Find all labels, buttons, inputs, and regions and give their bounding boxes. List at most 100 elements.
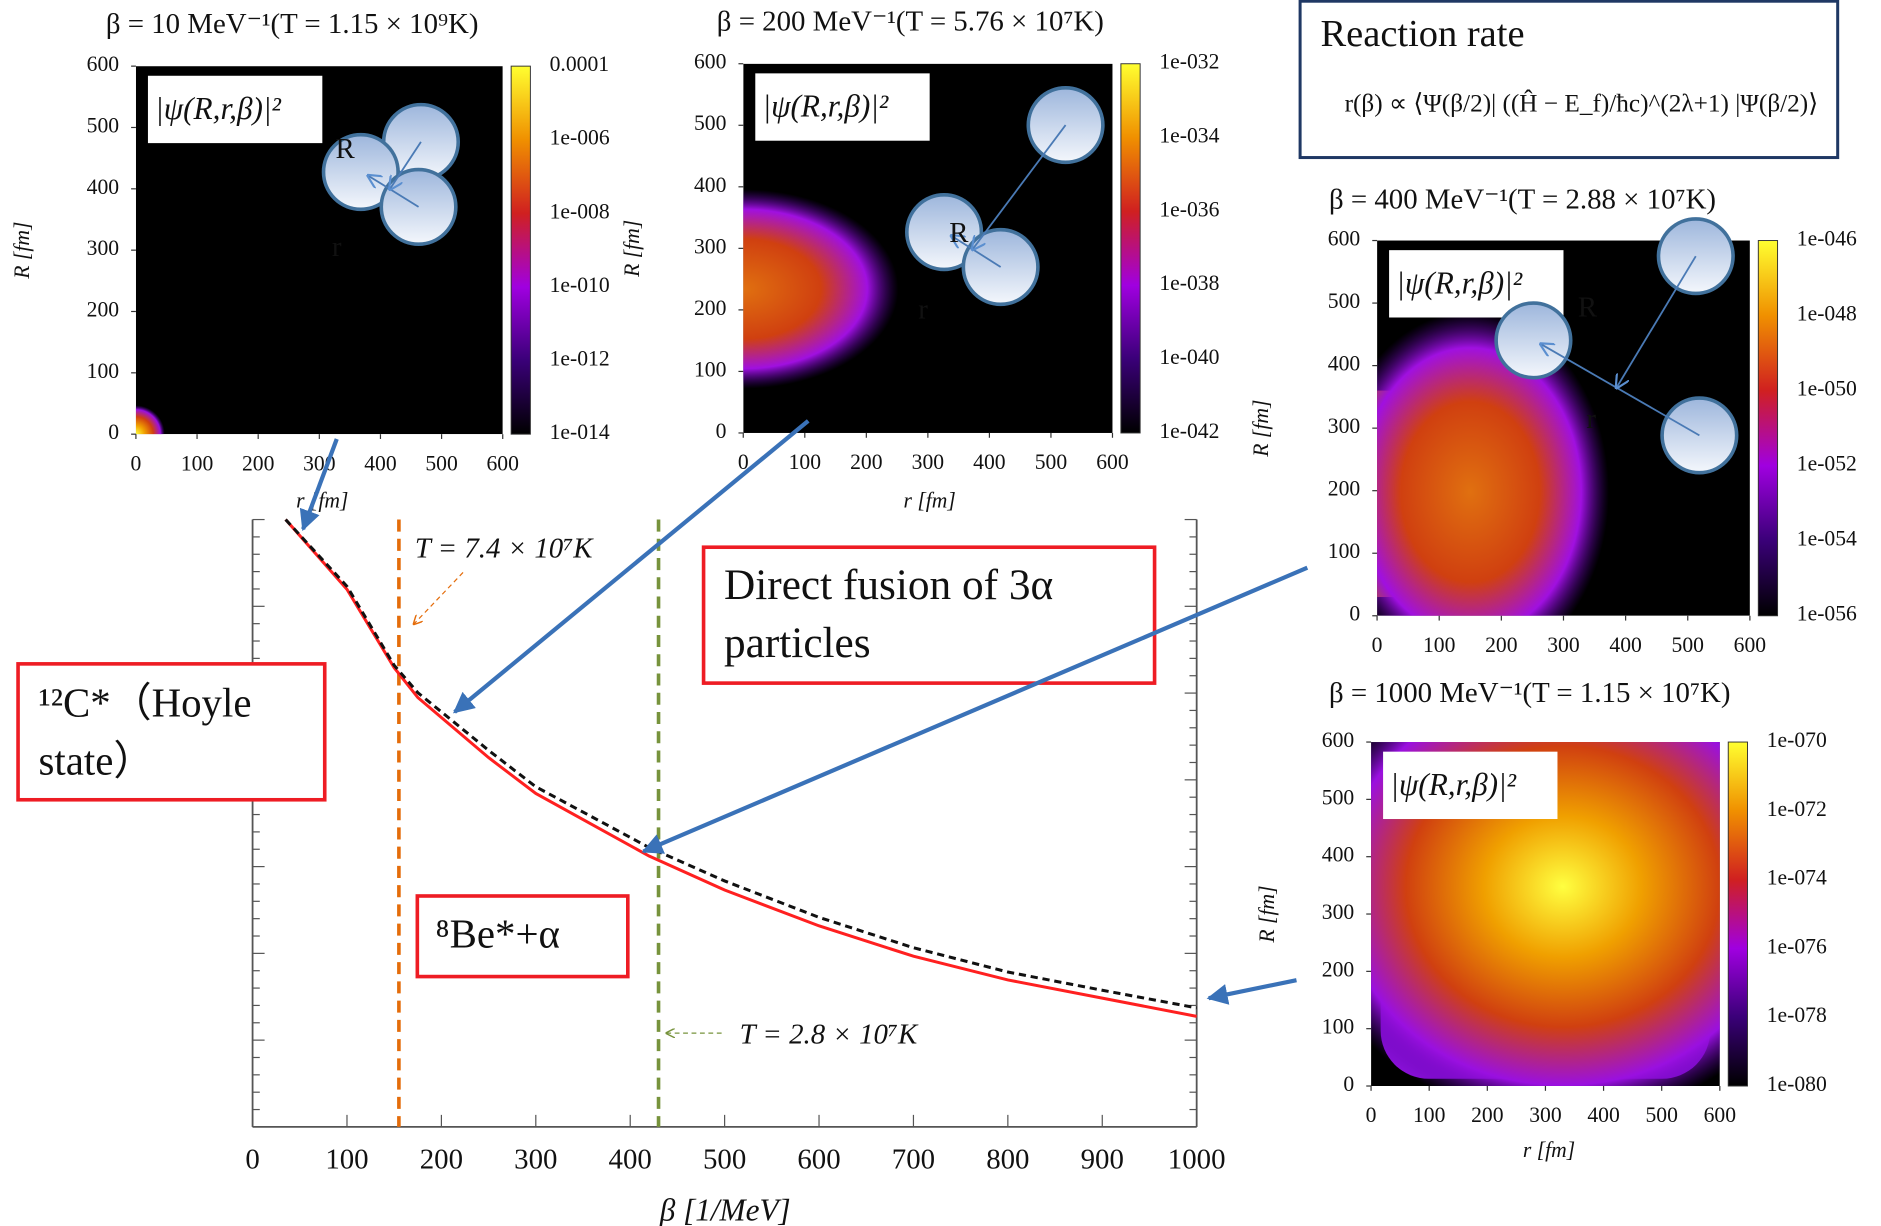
y-tick-label: 300 <box>1328 414 1360 438</box>
panel-title: β = 200 MeV⁻¹(T = 5.76 × 10⁷K) <box>717 6 1104 38</box>
diagram-label: r <box>332 231 342 263</box>
panel-label: |ψ(R,r,β)|² <box>763 89 889 124</box>
x-tick-label: 400 <box>1587 1103 1619 1127</box>
colorbar-label: 1e-012 <box>550 347 610 371</box>
y-tick-label: 300 <box>694 234 726 258</box>
label-box <box>755 73 930 141</box>
connector-arrow <box>299 438 339 532</box>
x-tick-label: 600 <box>1096 450 1128 474</box>
y-axis-label: R [fm] <box>1255 885 1279 943</box>
x-tick-label: 100 <box>181 451 213 475</box>
panel-title: β = 400 MeV⁻¹(T = 2.88 × 10⁷K) <box>1329 184 1716 216</box>
heat-blob <box>135 405 165 435</box>
label-box <box>1383 751 1558 820</box>
reaction-rate-box <box>1298 0 1840 160</box>
y-tick-label: 300 <box>87 236 119 260</box>
R-vector <box>390 141 422 190</box>
annotation-box <box>701 545 1157 685</box>
colorbar <box>1727 741 1748 1087</box>
colorbar <box>1120 63 1141 434</box>
colorbar-label: 1e-072 <box>1767 797 1827 821</box>
curve <box>284 518 1197 1018</box>
x-tick-label: 600 <box>1704 1103 1736 1127</box>
x-tick-label: 300 <box>1529 1103 1561 1127</box>
annotation-box <box>415 894 630 979</box>
alpha-particle <box>321 132 400 212</box>
x-tick-label: 600 <box>1734 633 1766 657</box>
colorbar-label: 1e-010 <box>550 273 610 297</box>
annotation-box <box>16 662 327 802</box>
y-tick-label: 400 <box>1322 843 1354 867</box>
y-tick-label: 100 <box>87 359 119 383</box>
x-axis-label: β [1/MeV] <box>659 1193 791 1226</box>
panel-title: β = 10 MeV⁻¹(T = 1.15 × 10⁹K) <box>106 8 479 40</box>
y-tick-label: 0 <box>1349 602 1360 626</box>
y-axis-label: R [fm] <box>10 222 34 280</box>
annotation-text: state） <box>38 738 154 783</box>
x-tick-label: 700 <box>892 1143 935 1175</box>
diagram-label: r <box>918 294 928 326</box>
x-tick-label: 600 <box>797 1143 840 1175</box>
panel-label: |ψ(R,r,β)|² <box>1396 265 1522 300</box>
R-vector <box>1616 255 1697 388</box>
y-tick-label: 600 <box>87 52 119 76</box>
alpha-particle <box>1494 301 1573 380</box>
colorbar-label: 1e-008 <box>550 199 610 223</box>
y-tick-label: 0 <box>1343 1072 1354 1096</box>
colorbar-label: 1e-036 <box>1159 197 1219 221</box>
x-tick-label: 100 <box>325 1143 368 1175</box>
colorbar-label: 1e-032 <box>1159 50 1219 74</box>
x-tick-label: 500 <box>1645 1103 1677 1127</box>
temperature-label: T = 7.4 × 10⁷K <box>415 532 594 564</box>
x-tick-label: 400 <box>973 450 1005 474</box>
annotation-text: Direct fusion of 3α <box>724 561 1053 609</box>
colorbar-label: 1e-056 <box>1797 602 1857 626</box>
y-axis-label: R [fm] <box>620 220 644 278</box>
heatmap <box>1371 742 1720 1087</box>
connector-arrow <box>1206 978 1297 1005</box>
colorbar <box>510 65 531 435</box>
x-tick-label: 800 <box>986 1143 1029 1175</box>
y-tick-label: 400 <box>694 173 726 197</box>
x-tick-label: 200 <box>850 450 882 474</box>
x-tick-label: 0 <box>131 451 142 475</box>
colorbar-label: 1e-048 <box>1797 302 1857 326</box>
y-tick-label: 500 <box>87 113 119 137</box>
y-tick-label: 600 <box>694 50 726 74</box>
x-tick-label: 400 <box>364 451 396 475</box>
colorbar-label: 1e-040 <box>1159 345 1219 369</box>
x-tick-label: 0 <box>738 450 749 474</box>
x-tick-label: 300 <box>514 1143 557 1175</box>
x-tick-label: 100 <box>1413 1103 1445 1127</box>
label-box <box>147 75 323 144</box>
x-tick-label: 500 <box>425 451 457 475</box>
temperature-label: T = 2.8 × 10⁷K <box>740 1018 919 1050</box>
colorbar-label: 1e-014 <box>550 420 610 444</box>
annotation-text: ¹²C*（Hoyle <box>38 681 251 726</box>
panel-title: β = 1000 MeV⁻¹(T = 1.15 × 10⁷K) <box>1329 677 1731 709</box>
colorbar-label: 1e-054 <box>1797 527 1857 551</box>
diagram-label: R <box>336 133 356 165</box>
panel-label: |ψ(R,r,β)|² <box>1390 767 1516 802</box>
colorbar-label: 1e-080 <box>1767 1072 1827 1096</box>
colorbar-label: 1e-078 <box>1767 1003 1827 1027</box>
annotation-text: particles <box>724 619 871 667</box>
heat-blob <box>1377 311 1609 616</box>
x-tick-label: 200 <box>242 451 274 475</box>
y-tick-label: 400 <box>87 175 119 199</box>
reaction-rate-title: Reaction rate <box>1321 13 1525 55</box>
colorbar-label: 1e-038 <box>1159 271 1219 295</box>
reaction-rate-formula: r(β) ∝ ⟨Ψ(β/2)| ((Ĥ − E_f)/ħc)^(2λ+1) |Ψ… <box>1345 90 1818 118</box>
y-tick-label: 600 <box>1328 227 1360 251</box>
x-tick-label: 1000 <box>1168 1143 1226 1175</box>
pointer <box>414 572 464 624</box>
x-tick-label: 500 <box>1672 633 1704 657</box>
y-tick-label: 300 <box>1322 900 1354 924</box>
x-tick-label: 400 <box>1609 633 1641 657</box>
y-tick-label: 500 <box>1328 289 1360 313</box>
x-tick-label: 900 <box>1081 1143 1124 1175</box>
colorbar-label: 1e-076 <box>1767 934 1827 958</box>
y-tick-label: 200 <box>694 296 726 320</box>
